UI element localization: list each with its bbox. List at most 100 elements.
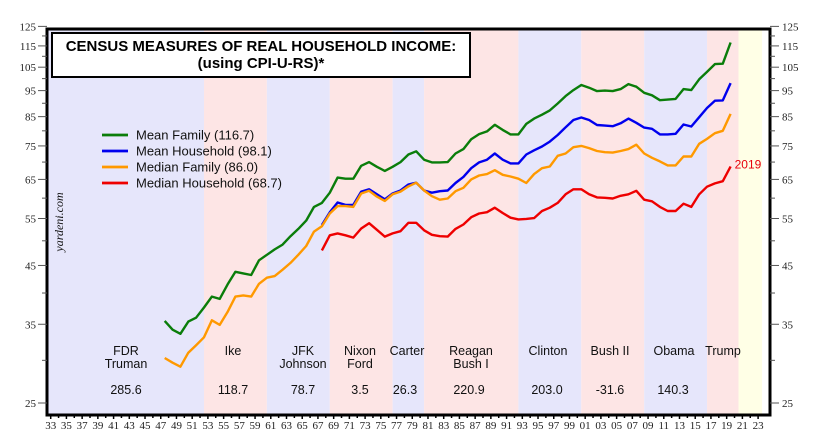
x-tick-label: 93 [517,420,529,432]
legend-label: Mean Household (98.1) [136,144,272,159]
x-tick-label: 51 [187,420,198,432]
term-change-value: 285.6 [110,383,141,397]
president-label: Bush I [453,357,488,371]
band-5 [424,29,519,415]
x-tick-label: 53 [202,420,214,432]
term-change-value: -31.6 [596,383,625,397]
band-1 [204,29,267,415]
watermark: yardeni.com [52,192,66,253]
y-tick-label: 55 [782,214,794,226]
y-tick-label: 35 [782,319,794,331]
x-tick-label: 09 [643,420,655,432]
x-tick-label: 17 [705,420,717,432]
x-tick-label: 91 [501,420,512,432]
band-3 [329,29,393,415]
x-tick-label: 95 [533,420,545,432]
y-axis-left: 25 35 45 55 65 75 85 95 105 115 125 [20,21,47,410]
x-tick-label: 57 [234,420,246,432]
x-tick-label: 07 [627,420,639,432]
x-tick-label: 21 [737,420,748,432]
term-change-value: 220.9 [453,383,484,397]
x-tick-label: 11 [658,420,669,432]
term-change-value: 203.0 [531,383,562,397]
president-label: Reagan [449,344,493,358]
x-tick-label: 59 [250,420,262,432]
y-tick-label: 105 [20,62,37,74]
president-label: Ford [347,357,373,371]
president-label: Nixon [344,344,376,358]
term-change-value: 140.3 [657,383,688,397]
y-tick-label: 125 [20,21,37,33]
x-tick-label: 63 [281,420,293,432]
x-tick-label: 79 [407,420,419,432]
y-tick-label: 85 [782,112,794,124]
y-tick-label: 55 [25,214,37,226]
president-label: JFK [292,344,315,358]
term-change-value: 78.7 [291,383,315,397]
x-tick-label: 55 [218,420,230,432]
series-line-mean-family [163,42,732,335]
legend-label: Median Household (68.7) [136,176,282,191]
x-tick-label: 85 [454,420,466,432]
president-label: Truman [105,357,148,371]
y-tick-label: 25 [25,398,37,410]
end-label-2019: 2019 [735,157,762,171]
term-change-value: 26.3 [393,383,417,397]
y-tick-label: 25 [782,398,794,410]
presidential-bands [47,29,763,415]
y-tick-label: 115 [782,41,799,53]
x-tick-label: 67 [312,420,324,432]
legend-label: Median Family (86.0) [136,160,258,175]
president-label: Bush II [591,344,630,358]
x-tick-label: 99 [564,420,576,432]
president-label: Trump [705,344,741,358]
x-tick-label: 41 [108,420,119,432]
legend: Mean Family (116.7)Mean Household (98.1)… [102,128,282,191]
y-tick-label: 125 [782,21,799,33]
title-box-frame [51,32,471,78]
y-tick-label: 95 [25,86,37,98]
x-tick-label: 81 [422,420,433,432]
term-change-value: 3.5 [351,383,368,397]
y-axis-right: 25 35 45 55 65 75 85 95 105 115 125 [770,21,799,410]
chart-subtitle: (using CPI-U-RS)* [198,55,325,72]
x-tick-label: 87 [470,420,482,432]
x-tick-label: 73 [360,420,372,432]
president-label: Clinton [529,344,568,358]
y-tick-label: 45 [25,260,37,272]
term-change-value: 118.7 [218,383,248,397]
legend-label: Mean Family (116.7) [136,128,254,143]
band-2 [266,29,330,415]
x-tick-label: 03 [595,420,607,432]
y-tick-label: 115 [20,41,37,53]
x-tick-label: 77 [391,420,403,432]
president-label: Carter [390,344,425,358]
band-9 [707,29,739,415]
x-tick-label: 61 [265,420,276,432]
series-line-median-household [320,165,732,251]
y-tick-label: 65 [782,174,794,186]
plot-frame [45,27,772,417]
x-tick-label: 43 [124,420,136,432]
y-tick-label: 95 [782,86,794,98]
x-tick-label: 05 [611,420,623,432]
x-tick-label: 33 [45,420,57,432]
y-tick-label: 75 [782,141,794,153]
band-0 [47,29,204,415]
band-7 [581,29,645,415]
y-tick-label: 85 [25,112,37,124]
y-tick-label: 35 [25,319,37,331]
chart-title: CENSUS MEASURES OF REAL HOUSEHOLD INCOME… [66,38,457,55]
x-tick-label: 13 [674,420,686,432]
x-axis: 33 35 37 39 41 43 45 47 49 51 53 55 57 59 61 63 65 67 69 71… [45,415,764,432]
x-tick-label: 35 [61,420,73,432]
president-label: Obama [654,344,695,358]
x-tick-label: 65 [297,420,309,432]
president-label: FDR [113,344,139,358]
y-tick-label: 45 [782,260,794,272]
series-line-median-family [164,113,732,368]
x-tick-label: 15 [690,420,702,432]
x-tick-label: 23 [753,420,765,432]
